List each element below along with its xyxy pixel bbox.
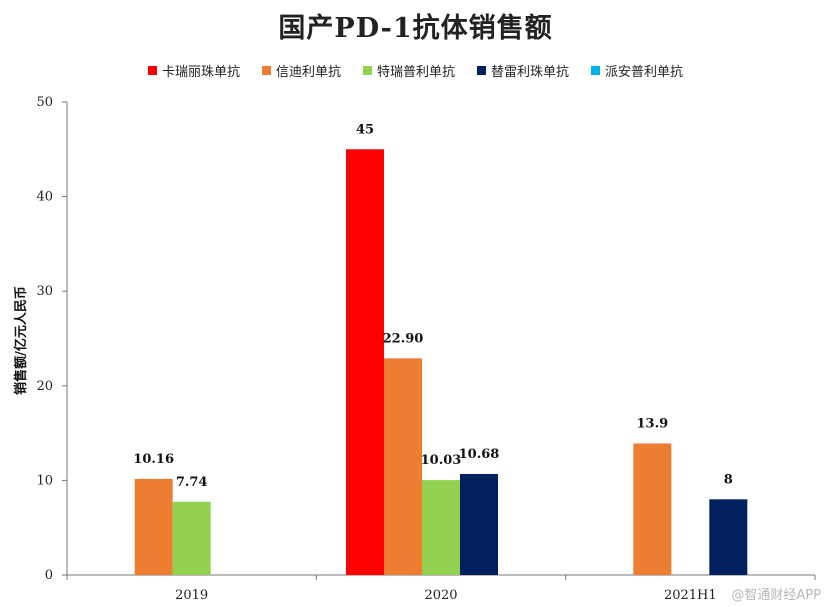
bar-替雷利珠单抗-2020 — [460, 473, 498, 575]
legend-label: 替雷利珠单抗 — [491, 65, 570, 80]
data-label: 22.90 — [383, 331, 424, 346]
bar-替雷利珠单抗-2021H1 — [709, 499, 748, 575]
legend-item: 特瑞普利单抗 — [362, 61, 455, 80]
data-label: 45 — [356, 122, 374, 137]
x-tick-label: 2020 — [424, 588, 457, 603]
legend-swatch — [261, 66, 271, 75]
bar-信迪利单抗-2021H1 — [633, 443, 672, 575]
y-tick-label: 40 — [36, 190, 53, 205]
legend-label: 卡瑞丽珠单抗 — [161, 65, 240, 80]
data-label: 8 — [724, 472, 733, 487]
x-tick-label: 2021H1 — [664, 588, 717, 603]
data-label: 10.16 — [133, 452, 174, 467]
legend-item: 派安普利单抗 — [591, 61, 683, 80]
x-tick-label: 2019 — [175, 588, 208, 603]
bar-卡瑞丽珠单抗-2020 — [346, 149, 384, 576]
bar-信迪利单抗-2019 — [134, 478, 173, 575]
y-tick-label: 0 — [45, 568, 53, 583]
watermark: @智通财经APP — [731, 588, 821, 603]
legend-item: 替雷利珠单抗 — [477, 61, 569, 80]
legend-swatch — [147, 66, 157, 75]
legend-label: 特瑞普利单抗 — [376, 65, 455, 80]
legend-item: 卡瑞丽珠单抗 — [147, 61, 240, 80]
bar-信迪利单抗-2020 — [384, 358, 422, 575]
legend-item: 信迪利单抗 — [261, 61, 341, 80]
legend-swatch — [591, 66, 601, 75]
y-tick-label: 20 — [36, 379, 53, 394]
legend-swatch — [477, 66, 486, 75]
bar-特瑞普利单抗-2020 — [422, 480, 460, 575]
data-label: 10.03 — [421, 453, 462, 468]
y-tick-label: 30 — [36, 284, 53, 299]
data-label: 10.68 — [459, 447, 500, 462]
legend-label: 派安普利单抗 — [605, 65, 684, 80]
y-tick-label: 10 — [36, 473, 53, 488]
data-label: 7.74 — [176, 475, 208, 490]
legend-swatch — [362, 66, 372, 75]
y-tick-label: 50 — [36, 95, 53, 110]
bar-特瑞普利单抗-2019 — [172, 501, 211, 575]
chart-title: 国产PD-1抗体销售额 — [278, 13, 553, 44]
data-label: 13.9 — [636, 417, 668, 432]
legend-label: 信迪利单抗 — [275, 65, 341, 80]
legend: 卡瑞丽珠单抗 信迪利单抗 特瑞普利单抗 替雷利珠单抗 派安普利单抗 — [0, 61, 831, 80]
